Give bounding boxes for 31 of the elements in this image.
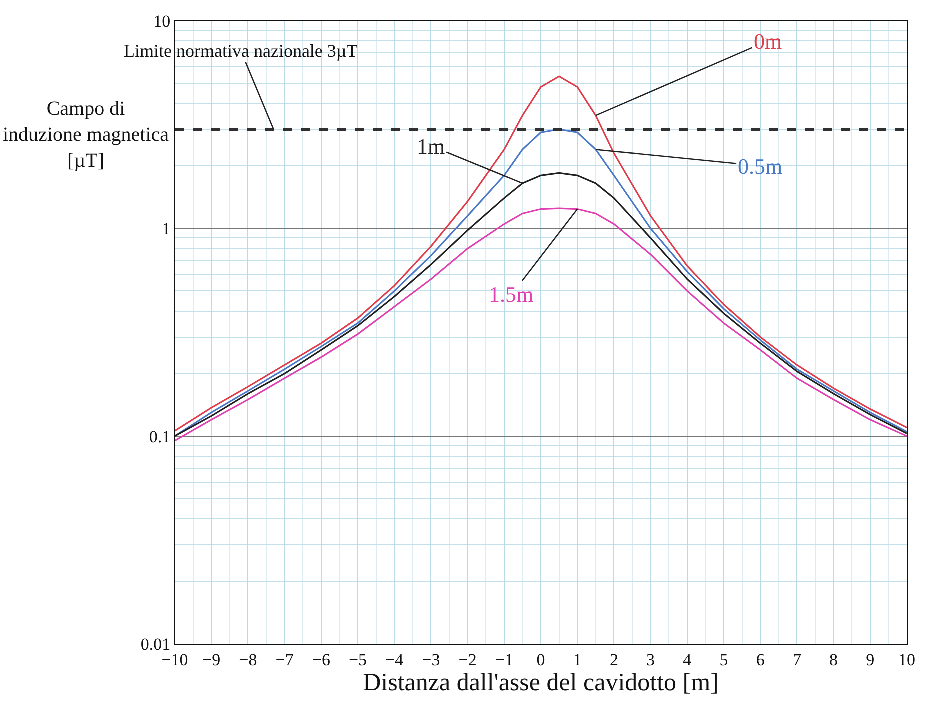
- ref-line-label: Limite normativa nazionale 3µT: [124, 41, 358, 61]
- x-axis-title: Distanza dall'asse del cavidotto [m]: [363, 669, 719, 696]
- x-tick-label: 6: [756, 650, 765, 670]
- y-tick-label: 10: [154, 12, 171, 31]
- x-tick-label: −6: [312, 650, 330, 670]
- x-tick-label: −7: [276, 650, 294, 670]
- x-tick-label: 5: [720, 650, 728, 670]
- text: 1m: [417, 134, 446, 159]
- x-tick-label: −9: [202, 650, 221, 670]
- y-tick-label: 1: [162, 220, 171, 239]
- x-tick-label: 10: [898, 650, 916, 670]
- x-tick-label: 4: [683, 650, 692, 670]
- x-tick-label: −3: [422, 650, 440, 670]
- x-tick-label: 0: [536, 650, 546, 670]
- line-series: [175, 76, 907, 432]
- x-tick-label: 2: [610, 650, 618, 670]
- series-label: 1.5m: [489, 282, 534, 307]
- x-tick-label: −1: [495, 650, 514, 670]
- x-tick-label: 3: [646, 650, 656, 670]
- x-tick-label: −5: [348, 650, 368, 670]
- x-tick-label: −4: [386, 650, 404, 670]
- x-tick-label: 7: [792, 650, 802, 670]
- x-tick-label: 8: [830, 650, 838, 670]
- x-tick-label: 1: [573, 650, 582, 670]
- x-tick-label: −2: [458, 650, 477, 670]
- text: 0.5m: [738, 154, 783, 179]
- y-axis-title: Campo di induzione magnetica [µT]: [3, 98, 170, 172]
- x-tick-label: 9: [866, 650, 875, 670]
- y-tick-label: 0.1: [149, 427, 171, 446]
- x-tick-label: −8: [239, 650, 258, 670]
- text: 0m: [754, 29, 782, 54]
